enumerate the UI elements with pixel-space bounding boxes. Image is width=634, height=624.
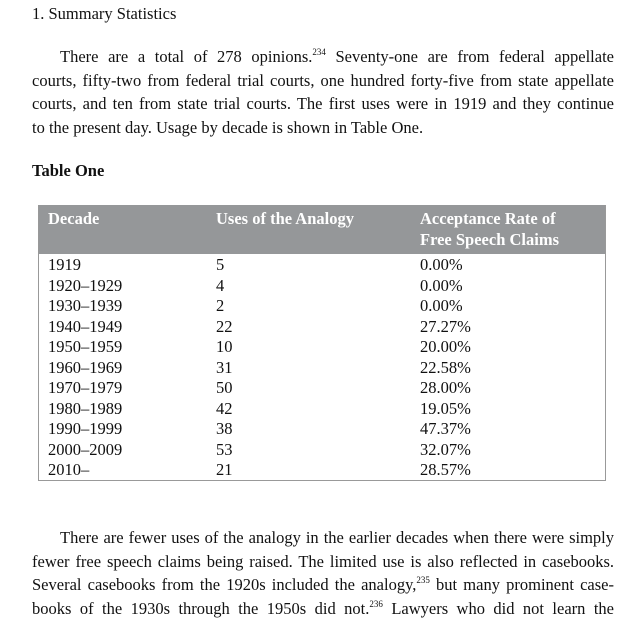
footnote-marker[interactable]: 234 (312, 47, 326, 57)
cell-uses: 53 (216, 439, 233, 459)
cell-decade: 1960–1969 (48, 357, 123, 377)
cell-acceptance-rate: 20.00% (420, 337, 471, 356)
table-title: Table One (32, 161, 105, 180)
table-row: 1950–1959 10 20.00% (39, 336, 605, 357)
table-row: 1920–1929 4 0.00% (39, 275, 605, 296)
text: Lawyers who did not learn the (382, 599, 614, 619)
table-row: 1940–1949 22 27.27% (39, 316, 605, 337)
text: There are a total of 278 opinions. (60, 47, 313, 66)
text-line: There are fewer uses of the analogy in t… (32, 528, 614, 548)
cell-decade: 2010– (48, 460, 90, 479)
text: courts, fifty-two from federal trial cou… (32, 70, 614, 90)
header-acceptance-line2: Free Speech Claims (420, 230, 560, 249)
cell-decade: 1970–1979 (48, 378, 123, 397)
text: but many prominent case- (429, 575, 614, 595)
cell-uses: 21 (216, 460, 233, 479)
cell-decade: 2000–2009 (48, 439, 123, 459)
cell-uses: 31 (216, 357, 233, 377)
cell-acceptance-rate: 28.00% (420, 378, 471, 397)
text: There are fewer uses of the analogy in t… (60, 528, 614, 547)
section-heading: 1. Summary Statistics (32, 4, 177, 23)
table-one: Decade Uses of the Analogy Acceptance Ra… (38, 205, 606, 481)
cell-acceptance-rate: 27.27% (420, 316, 471, 336)
text: to the present day. Usage by decade is s… (32, 118, 424, 138)
cell-acceptance-rate: 0.00% (420, 255, 463, 274)
cell-decade: 1940–1949 (48, 316, 123, 336)
table-row: 2010– 21 28.57% (39, 459, 605, 480)
header-acceptance-rate: Acceptance Rate of Free Speech Claims (420, 208, 559, 250)
cell-uses: 4 (216, 275, 225, 295)
table-row: 1990–1999 38 47.37% (39, 418, 605, 439)
text-line: courts, fifty-two from federal trial cou… (32, 71, 614, 91)
cell-uses: 10 (216, 337, 233, 356)
table-row: 1970–1979 50 28.00% (39, 377, 605, 398)
footnote-marker[interactable]: 235 (416, 575, 430, 586)
cell-uses: 38 (216, 419, 233, 438)
table-row: 1980–1989 42 19.05% (39, 398, 605, 419)
header-acceptance-line1: Acceptance Rate of (420, 209, 556, 228)
cell-decade: 1930–1939 (48, 296, 123, 315)
cell-acceptance-rate: 19.05% (420, 398, 471, 418)
table-header-row: Decade Uses of the Analogy Acceptance Ra… (39, 205, 605, 254)
cell-acceptance-rate: 28.57% (420, 460, 471, 479)
header-uses: Uses of the Analogy (216, 209, 354, 228)
cell-decade: 1990–1999 (48, 419, 123, 438)
cell-acceptance-rate: 47.37% (420, 419, 471, 438)
text-line: fewer free speech claims being raised. T… (32, 552, 614, 572)
cell-acceptance-rate: 0.00% (420, 275, 463, 295)
table-row: 1930–1939 2 0.00% (39, 295, 605, 316)
cell-decade: 1919 (48, 255, 81, 274)
text-line: There are a total of 278 opinions.234 Se… (32, 47, 614, 67)
cell-uses: 5 (216, 255, 225, 274)
text: books of the 1930s through the 1950s did… (32, 599, 370, 619)
text-line: books of the 1930s through the 1950s did… (32, 599, 614, 619)
cell-uses: 2 (216, 296, 225, 315)
cell-decade: 1980–1989 (48, 398, 123, 418)
text-line: to the present day. Usage by decade is s… (32, 118, 614, 138)
table-row: 1919 5 0.00% (39, 254, 605, 275)
header-decade: Decade (48, 209, 100, 228)
cell-decade: 1950–1959 (48, 337, 123, 356)
table-row: 2000–2009 53 32.07% (39, 439, 605, 460)
text: Seventy-one are from federal appellate (325, 47, 614, 66)
text-line: courts, and ten from state trial courts.… (32, 94, 614, 114)
text: Several casebooks from the 1920s include… (32, 575, 417, 595)
footnote-marker[interactable]: 236 (369, 599, 383, 610)
text: courts, and ten from state trial courts.… (32, 94, 614, 114)
text: fewer free speech claims being raised. T… (32, 551, 614, 571)
cell-uses: 50 (216, 378, 233, 397)
cell-acceptance-rate: 0.00% (420, 296, 463, 315)
cell-decade: 1920–1929 (48, 275, 123, 295)
table-row: 1960–1969 31 22.58% (39, 357, 605, 378)
cell-uses: 42 (216, 398, 233, 418)
cell-acceptance-rate: 32.07% (420, 439, 471, 459)
cell-uses: 22 (216, 316, 233, 336)
table-body: 1919 5 0.00% 1920–1929 4 0.00% 1930–1939 2 0.00%… (39, 254, 605, 480)
cell-acceptance-rate: 22.58% (420, 357, 471, 377)
text-line: Several casebooks from the 1920s include… (32, 575, 614, 595)
